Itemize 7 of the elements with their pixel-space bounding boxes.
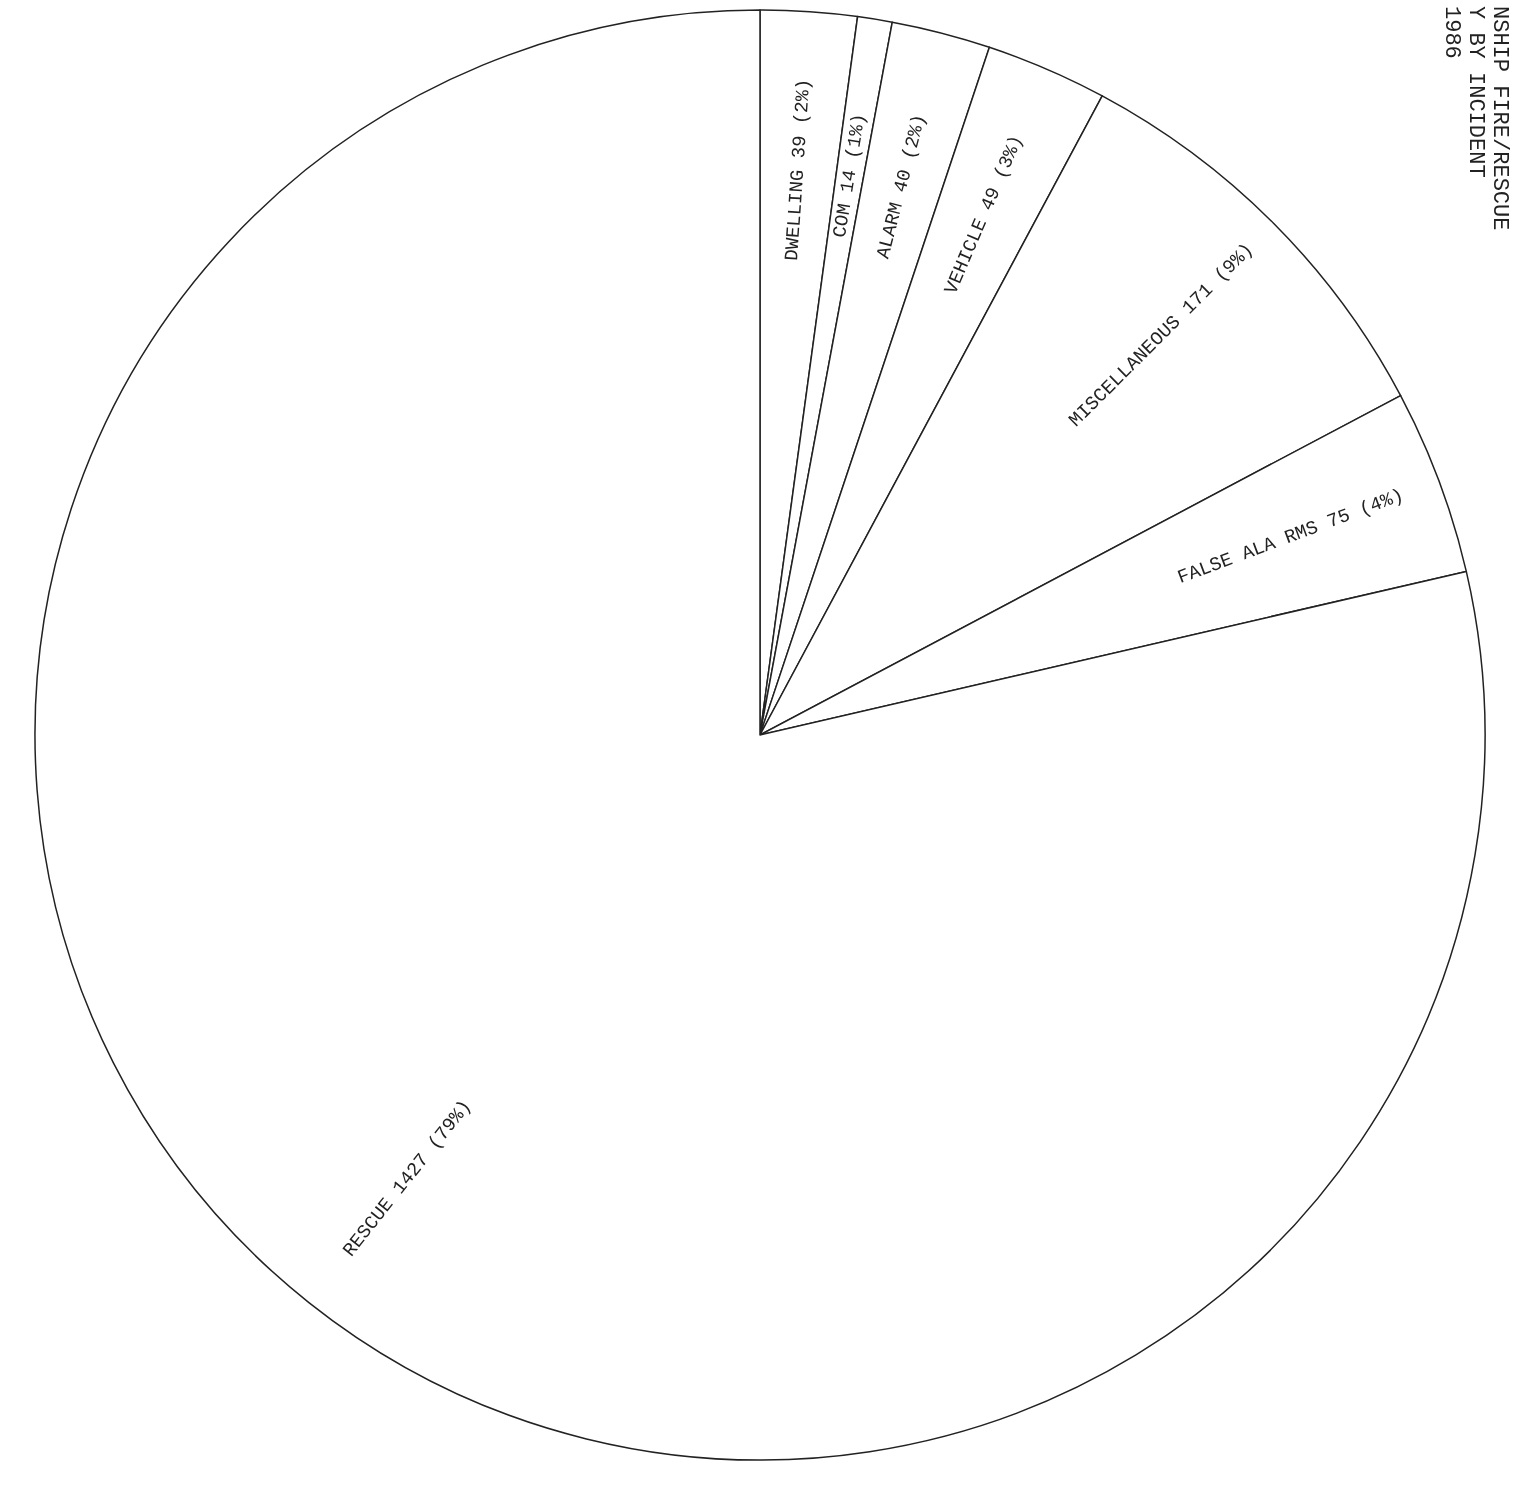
text: 1986: [1438, 6, 1464, 59]
slice-label: COM 14 (1%): [829, 112, 871, 240]
text: Y BY INCIDENT: [1462, 6, 1488, 178]
text: NSHIP FIRE/RESCUE: [1486, 6, 1512, 231]
slice-label: FALSE ALA RMS 75 (4%): [1174, 484, 1407, 589]
slice-label: DWELLING 39 (2%): [781, 78, 816, 262]
slice-label: ALARM 40 (2%): [872, 112, 931, 261]
